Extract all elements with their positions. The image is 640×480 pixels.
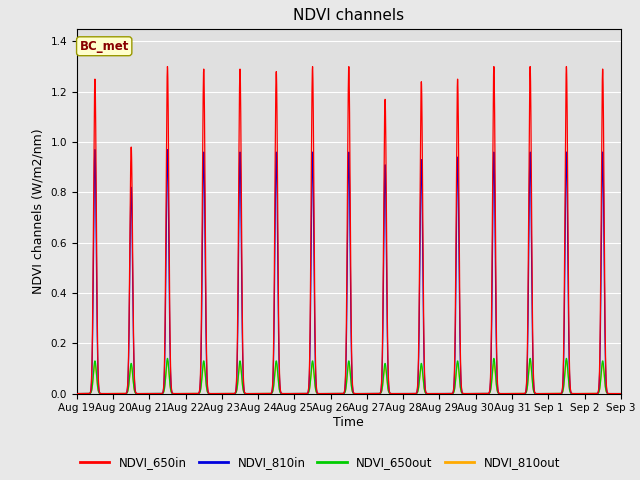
NDVI_810out: [615, 391, 623, 396]
NDVI_650in: [276, 387, 284, 393]
NDVI_810in: [501, 391, 509, 396]
NDVI_810in: [615, 391, 623, 396]
NDVI_810in: [276, 389, 284, 395]
X-axis label: Time: Time: [333, 416, 364, 429]
NDVI_650out: [501, 391, 509, 396]
NDVI_650out: [73, 391, 81, 396]
NDVI_810out: [501, 391, 509, 396]
NDVI_650out: [276, 390, 284, 396]
NDVI_650in: [184, 391, 191, 396]
NDVI_650out: [563, 356, 570, 361]
NDVI_810in: [424, 391, 431, 396]
NDVI_650in: [189, 391, 197, 396]
NDVI_650in: [563, 64, 570, 70]
NDVI_650in: [501, 391, 509, 396]
NDVI_650out: [615, 391, 623, 396]
NDVI_650in: [73, 391, 81, 396]
NDVI_810out: [563, 358, 570, 364]
NDVI_810in: [189, 391, 197, 396]
Line: NDVI_650in: NDVI_650in: [77, 67, 621, 394]
NDVI_650in: [615, 391, 623, 396]
Y-axis label: NDVI channels (W/m2/nm): NDVI channels (W/m2/nm): [32, 128, 45, 294]
Title: NDVI channels: NDVI channels: [293, 9, 404, 24]
NDVI_810out: [276, 390, 284, 396]
Line: NDVI_810in: NDVI_810in: [77, 150, 621, 394]
Line: NDVI_810out: NDVI_810out: [77, 361, 621, 394]
NDVI_650out: [617, 391, 625, 396]
NDVI_650out: [184, 391, 191, 396]
NDVI_650out: [424, 391, 431, 396]
NDVI_810in: [617, 391, 625, 396]
Text: BC_met: BC_met: [79, 40, 129, 53]
Legend: NDVI_650in, NDVI_810in, NDVI_650out, NDVI_810out: NDVI_650in, NDVI_810in, NDVI_650out, NDV…: [75, 452, 565, 474]
NDVI_650out: [189, 391, 197, 396]
NDVI_810in: [184, 391, 191, 396]
NDVI_810out: [617, 391, 625, 396]
NDVI_650in: [617, 391, 625, 396]
NDVI_810in: [73, 391, 81, 396]
NDVI_810out: [73, 391, 81, 396]
NDVI_810in: [91, 147, 99, 153]
NDVI_810out: [189, 391, 197, 396]
NDVI_810out: [424, 391, 431, 396]
NDVI_650in: [424, 391, 431, 396]
Line: NDVI_650out: NDVI_650out: [77, 359, 621, 394]
NDVI_810out: [184, 391, 191, 396]
